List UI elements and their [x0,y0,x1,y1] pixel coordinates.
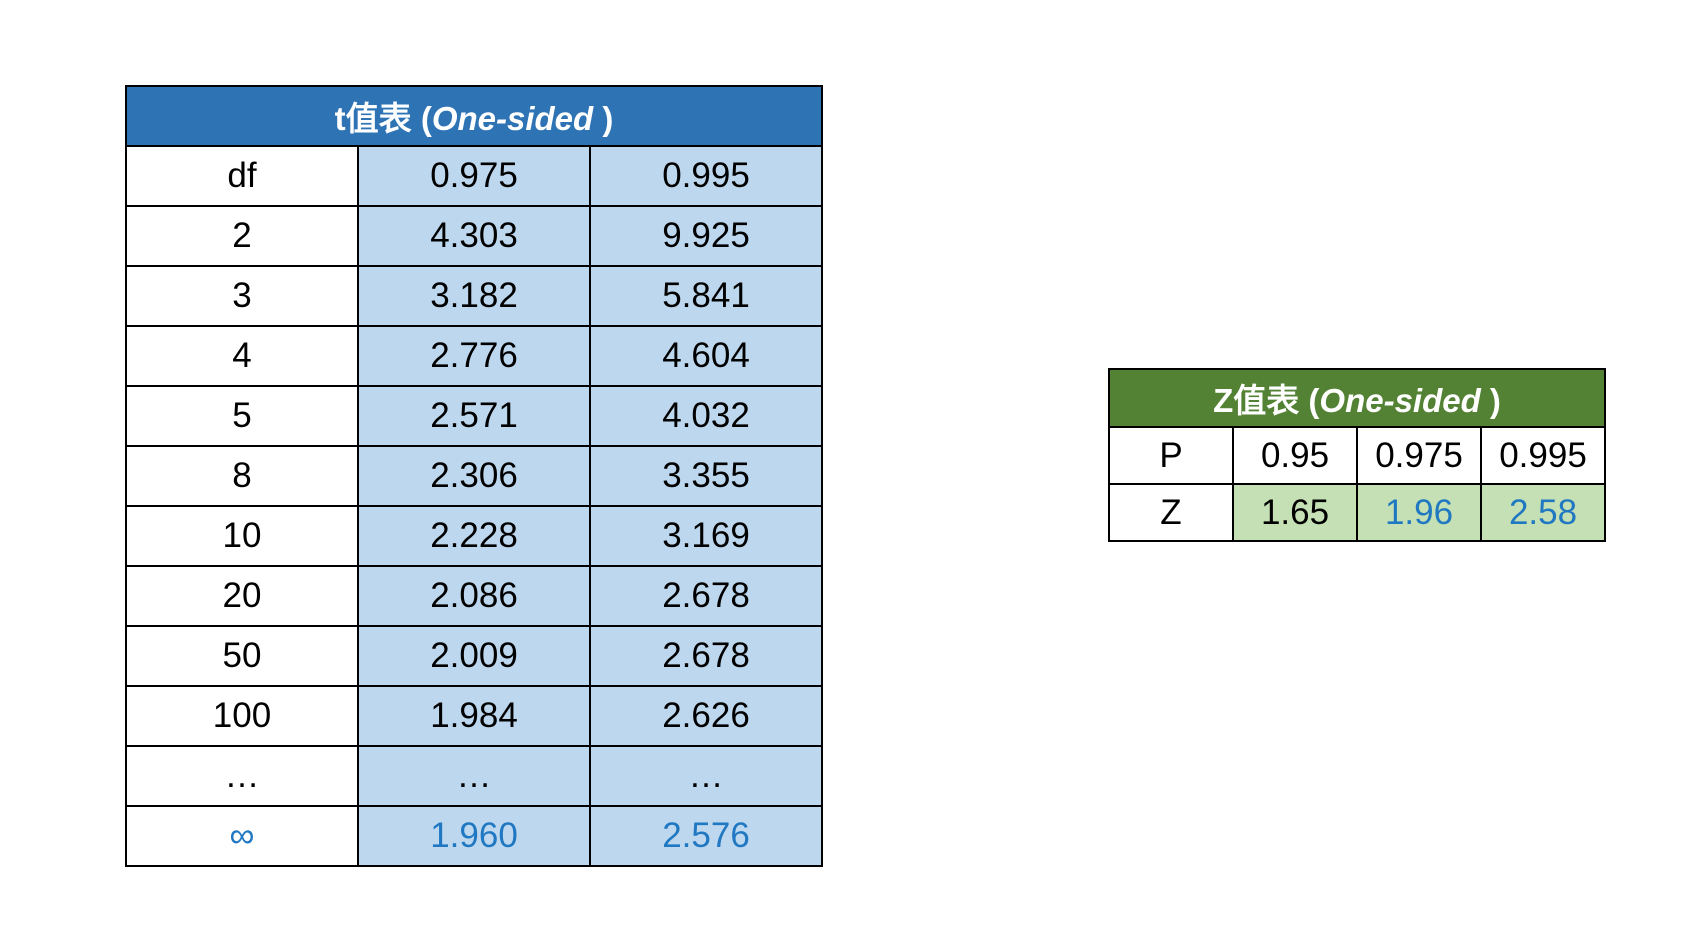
t-table-header-row: df 0.975 0.995 [125,145,824,207]
t-value-cell: 2.576 [588,805,824,867]
infinity-row: ∞ 1.960 2.576 [125,805,824,867]
t-value-cell: 4.032 [588,385,824,447]
df-cell: 3 [125,265,359,327]
t-value-cell: 2.306 [357,445,591,507]
table-row: … … … [125,745,824,807]
df-cell: 8 [125,445,359,507]
df-cell: 2 [125,205,359,267]
t-value-cell: 4.303 [357,205,591,267]
df-cell: 5 [125,385,359,447]
df-cell: 10 [125,505,359,567]
p-value-cell: 0.95 [1232,426,1358,485]
p-value-cell: 0.975 [1356,426,1482,485]
df-cell: … [125,745,359,807]
t-value-cell: 2.678 [588,565,824,627]
z-value-cell: 1.96 [1356,483,1482,542]
p-value-cell: 0.995 [1480,426,1606,485]
z-table-p-row: P 0.95 0.975 0.995 [1108,426,1606,485]
p-label-cell: P [1108,426,1234,485]
t-value-cell: 3.169 [588,505,824,567]
table-row: 4 2.776 4.604 [125,325,824,387]
t-value-cell: 1.984 [357,685,591,747]
t-value-cell: 2.009 [357,625,591,687]
table-row: 20 2.086 2.678 [125,565,824,627]
table-row: 50 2.009 2.678 [125,625,824,687]
df-cell: 4 [125,325,359,387]
table-row: 3 3.182 5.841 [125,265,824,327]
t-table-title: t值表 (One-sided ) [124,85,824,147]
z-value-cell: 1.65 [1232,483,1358,542]
t-value-cell: … [357,745,591,807]
z-table-title: Z值表 (One-sided ) [1108,368,1606,428]
t-value-cell: 2.228 [357,505,591,567]
z-value-cell: 2.58 [1480,483,1606,542]
t-value-cell: 2.626 [588,685,824,747]
t-value-cell: 1.960 [357,805,591,867]
df-infinity-cell: ∞ [125,805,359,867]
z-table-z-row: Z 1.65 1.96 2.58 [1108,483,1606,542]
df-cell: 50 [125,625,359,687]
t-table-title-row: t值表 (One-sided ) [124,85,824,147]
df-cell: 100 [125,685,359,747]
z-value-table: Z值表 (One-sided ) P 0.95 0.975 0.995 Z 1.… [1108,368,1606,542]
df-cell: 20 [125,565,359,627]
t-value-cell: 9.925 [588,205,824,267]
t-value-table: t值表 (One-sided ) df 0.975 0.995 2 4.303 … [124,85,824,867]
t-value-cell: … [588,745,824,807]
table-row: 100 1.984 2.626 [125,685,824,747]
t-value-cell: 4.604 [588,325,824,387]
table-row: 8 2.306 3.355 [125,445,824,507]
t-value-cell: 2.086 [357,565,591,627]
t-value-cell: 3.355 [588,445,824,507]
z-table-title-row: Z值表 (One-sided ) [1108,368,1606,428]
t-value-cell: 3.182 [357,265,591,327]
z-label-cell: Z [1108,483,1234,542]
t-value-cell: 2.776 [357,325,591,387]
prob-0975-header-cell: 0.975 [357,145,591,207]
df-header-cell: df [125,145,359,207]
t-value-cell: 2.571 [357,385,591,447]
table-row: 5 2.571 4.032 [125,385,824,447]
table-row: 2 4.303 9.925 [125,205,824,267]
prob-0995-header-cell: 0.995 [588,145,824,207]
t-value-cell: 2.678 [588,625,824,687]
table-row: 10 2.228 3.169 [125,505,824,567]
t-value-cell: 5.841 [588,265,824,327]
